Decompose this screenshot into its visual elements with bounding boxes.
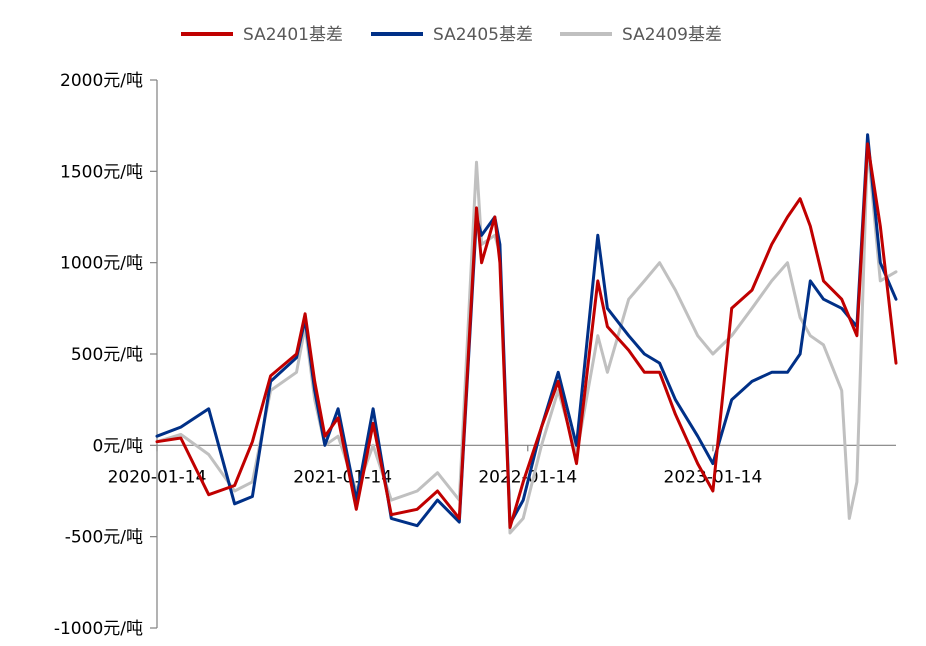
y-tick-label: -500元/吨 (65, 528, 143, 548)
series-line-0 (155, 142, 898, 529)
legend-label-2: SA2409基差 (622, 25, 722, 45)
x-tick-label: 2021-01-14 (293, 467, 392, 487)
series-layer (155, 133, 898, 535)
y-tick-label: -1000元/吨 (54, 619, 143, 639)
y-tick-label: 500元/吨 (71, 345, 143, 365)
legend-label-0: SA2401基差 (243, 25, 343, 45)
y-tick-label: 1500元/吨 (60, 162, 143, 182)
y-tick-label: 1000元/吨 (60, 254, 143, 274)
y-tick-label: 2000元/吨 (60, 71, 143, 91)
y-tick-label: 0元/吨 (92, 436, 143, 456)
x-tick-label: 2020-01-14 (108, 467, 207, 487)
y-axis: 2000元/吨 1500元/吨 1000元/吨 500元/吨 0元/吨 -500元/吨 -1… (54, 71, 158, 639)
legend: SA2401基差 SA2405基差 SA2409基差 (181, 25, 722, 45)
legend-label-1: SA2405基差 (433, 25, 533, 45)
